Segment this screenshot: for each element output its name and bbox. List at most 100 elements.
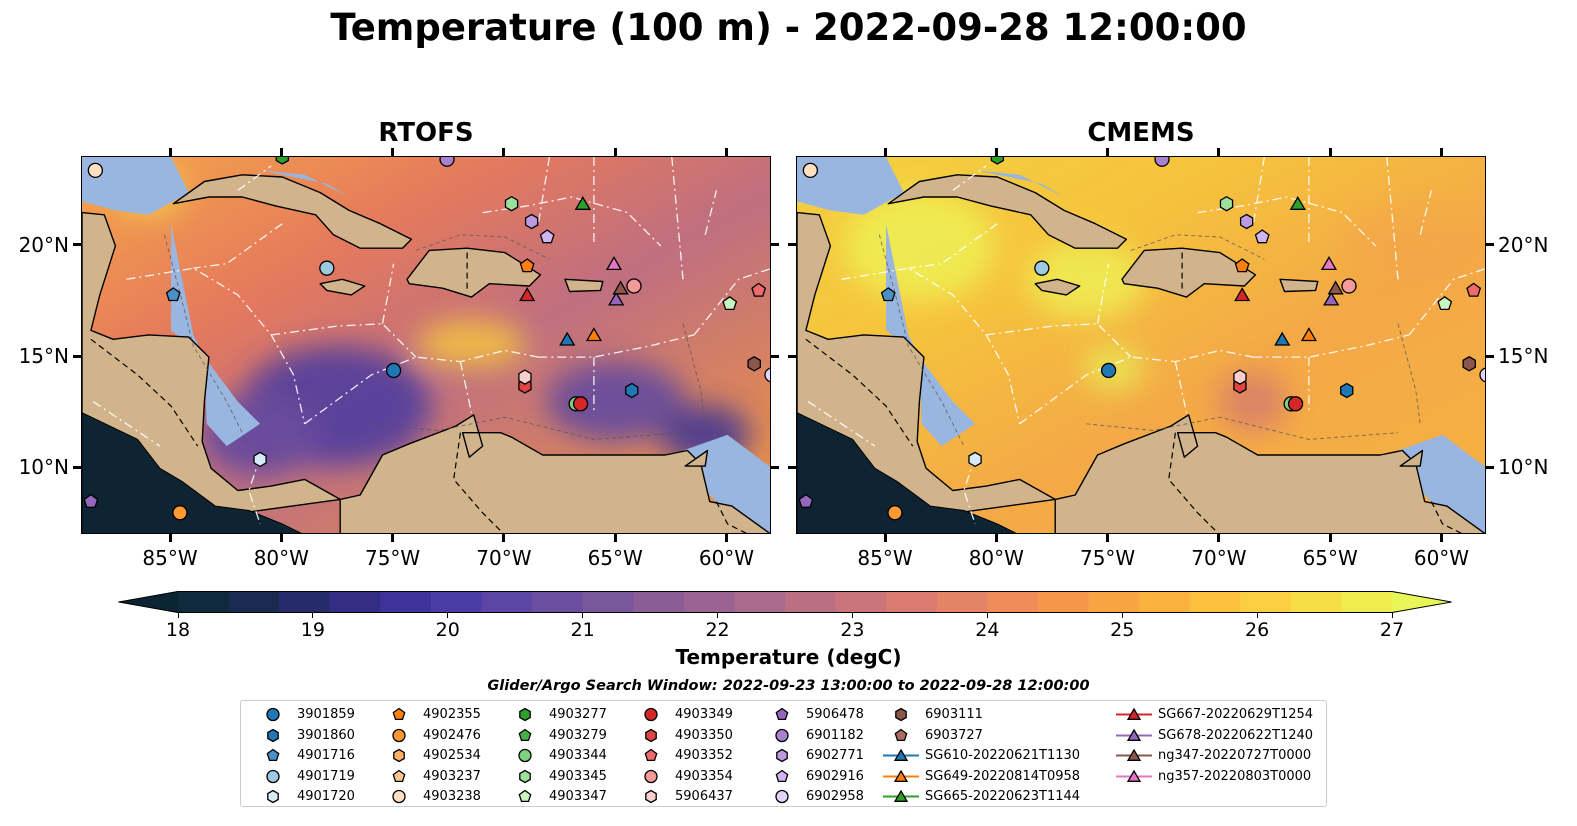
marker-6902916[interactable] xyxy=(539,229,555,244)
legend-marker-triangle[interactable] xyxy=(1126,769,1142,782)
legend-label: 4903345 xyxy=(549,768,607,784)
legend-marker-hexagon[interactable] xyxy=(645,728,657,742)
marker-SG667-20220629T1254[interactable] xyxy=(519,287,536,302)
map-panel-rtofs[interactable] xyxy=(81,156,771,534)
legend-marker-hexagon[interactable] xyxy=(645,790,657,804)
legend-marker-pentagon[interactable] xyxy=(644,748,658,762)
legend-marker-circle[interactable] xyxy=(775,790,789,804)
legend-marker-circle[interactable] xyxy=(775,728,789,742)
marker-SG667-20220629T1254[interactable] xyxy=(1234,287,1251,302)
marker-4901719[interactable] xyxy=(319,260,335,276)
legend-marker-pentagon[interactable] xyxy=(775,707,789,721)
colorbar-bin xyxy=(633,591,685,613)
legend-marker-hexagon[interactable] xyxy=(393,748,405,763)
legend-marker-circle[interactable] xyxy=(644,769,658,783)
marker-4903277[interactable] xyxy=(990,157,1005,165)
marker-4901719[interactable] xyxy=(1034,260,1050,276)
marker-4902355[interactable] xyxy=(519,258,535,273)
legend-marker-hexagon[interactable] xyxy=(776,748,788,763)
legend-marker-triangle[interactable] xyxy=(1126,728,1142,741)
marker-SG649-20220814T0958[interactable] xyxy=(585,327,603,342)
marker-4903238[interactable] xyxy=(87,162,104,178)
marker-6902958[interactable] xyxy=(764,367,771,383)
legend-marker-pentagon[interactable] xyxy=(894,728,908,741)
legend-marker-hexagon[interactable] xyxy=(267,790,279,804)
marker-SG649-20220814T0958[interactable] xyxy=(1300,327,1318,342)
marker-4903345[interactable] xyxy=(1219,195,1234,212)
marker-4902355[interactable] xyxy=(1234,258,1250,273)
marker-4902476[interactable] xyxy=(172,505,188,521)
marker-4901720[interactable] xyxy=(968,451,982,468)
marker-ng357-20220803T0000[interactable] xyxy=(1320,255,1338,271)
marker-3901860[interactable] xyxy=(625,382,639,399)
legend-marker-triangle[interactable] xyxy=(893,790,909,803)
marker-ng347-20220727T0000[interactable] xyxy=(1327,280,1344,295)
marker-5906437[interactable] xyxy=(518,369,532,385)
legend-label: SG665-20220623T1144 xyxy=(925,789,1081,805)
marker-6903111[interactable] xyxy=(1462,356,1476,372)
marker-SG678-20220622T1240[interactable] xyxy=(608,291,625,306)
legend-marker-hexagon[interactable] xyxy=(267,728,279,742)
bathymetry-contours xyxy=(878,234,1421,447)
marker-3901860[interactable] xyxy=(1340,382,1354,399)
marker-4903277[interactable] xyxy=(275,157,290,165)
legend-marker-circle[interactable] xyxy=(266,769,280,783)
marker-4903238[interactable] xyxy=(802,162,819,178)
marker-4903354[interactable] xyxy=(1341,278,1357,294)
marker-4903349[interactable] xyxy=(1287,396,1304,412)
legend-marker-pentagon[interactable] xyxy=(518,790,532,803)
lon-tick-label: 80°W xyxy=(968,546,1024,570)
marker-4901716[interactable] xyxy=(165,287,181,302)
legend-marker-triangle[interactable] xyxy=(1126,748,1142,762)
marker-4903352[interactable] xyxy=(751,282,767,297)
lat-tick-label: 20°N xyxy=(18,232,69,257)
marker-6901182[interactable] xyxy=(1154,157,1170,167)
marker-SG610-20220621T1130[interactable] xyxy=(559,331,576,346)
marker-4901716[interactable] xyxy=(880,287,896,302)
marker-6902916[interactable] xyxy=(1254,229,1270,244)
marker-6902958[interactable] xyxy=(1479,367,1486,383)
marker-5906478[interactable] xyxy=(83,493,99,508)
legend-marker-triangle[interactable] xyxy=(1126,707,1142,720)
marker-3901859[interactable] xyxy=(1100,362,1117,379)
marker-4903352[interactable] xyxy=(1466,282,1482,297)
marker-4902476[interactable] xyxy=(887,505,903,521)
legend-marker-pentagon[interactable] xyxy=(518,728,532,741)
legend-label: 4903279 xyxy=(549,727,607,743)
lon-tick-mark xyxy=(502,534,506,542)
legend-marker-hexagon[interactable] xyxy=(895,707,907,722)
legend-marker-pentagon[interactable] xyxy=(266,748,280,762)
marker-ng357-20220803T0000[interactable] xyxy=(605,255,623,271)
marker-4903354[interactable] xyxy=(626,278,642,294)
marker-SG665-20220623T1144[interactable] xyxy=(574,196,591,210)
map-panel-cmems[interactable] xyxy=(796,156,1486,534)
marker-6903111[interactable] xyxy=(747,356,761,372)
marker-SG678-20220622T1240[interactable] xyxy=(1323,291,1340,306)
marker-6902771[interactable] xyxy=(524,213,539,230)
legend-marker-hexagon[interactable] xyxy=(519,707,531,722)
legend-marker-triangle[interactable] xyxy=(893,748,909,762)
marker-SG665-20220623T1144[interactable] xyxy=(1289,196,1306,210)
legend-marker-circle[interactable] xyxy=(266,707,280,722)
legend-marker-pentagon[interactable] xyxy=(392,769,406,782)
marker-6902771[interactable] xyxy=(1239,213,1254,230)
legend-marker-pentagon[interactable] xyxy=(775,769,789,782)
marker-SG610-20220621T1130[interactable] xyxy=(1274,331,1291,346)
marker-ng347-20220727T0000[interactable] xyxy=(612,280,629,295)
legend-marker-hexagon[interactable] xyxy=(519,769,531,784)
marker-4901720[interactable] xyxy=(253,451,267,468)
marker-4903349[interactable] xyxy=(572,396,589,412)
legend-marker-triangle[interactable] xyxy=(893,769,909,782)
marker-5906478[interactable] xyxy=(798,493,814,508)
marker-4903347[interactable] xyxy=(1437,295,1453,311)
marker-6901182[interactable] xyxy=(439,157,455,167)
marker-4903347[interactable] xyxy=(722,295,738,311)
legend-marker-pentagon[interactable] xyxy=(392,707,406,721)
marker-5906437[interactable] xyxy=(1233,369,1247,385)
legend-marker-circle[interactable] xyxy=(644,707,658,722)
marker-4903345[interactable] xyxy=(504,195,519,212)
legend-marker-circle[interactable] xyxy=(392,728,406,742)
legend-marker-circle[interactable] xyxy=(518,749,532,763)
legend-marker-circle[interactable] xyxy=(392,790,406,804)
marker-3901859[interactable] xyxy=(385,362,402,379)
